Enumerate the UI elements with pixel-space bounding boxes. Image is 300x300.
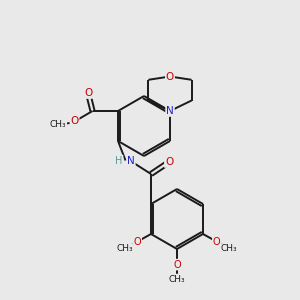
Text: H: H <box>115 155 123 166</box>
Text: O: O <box>173 260 181 270</box>
Text: N: N <box>166 106 174 116</box>
Text: O: O <box>84 88 92 98</box>
Text: N: N <box>127 155 135 166</box>
Text: CH₃: CH₃ <box>221 244 238 253</box>
Text: O: O <box>213 237 220 247</box>
Text: O: O <box>165 157 173 167</box>
Text: CH₃: CH₃ <box>169 274 185 284</box>
Text: O: O <box>134 237 141 247</box>
Text: CH₃: CH₃ <box>50 120 66 129</box>
Text: O: O <box>70 116 79 127</box>
Text: CH₃: CH₃ <box>116 244 133 253</box>
Text: O: O <box>166 71 174 82</box>
